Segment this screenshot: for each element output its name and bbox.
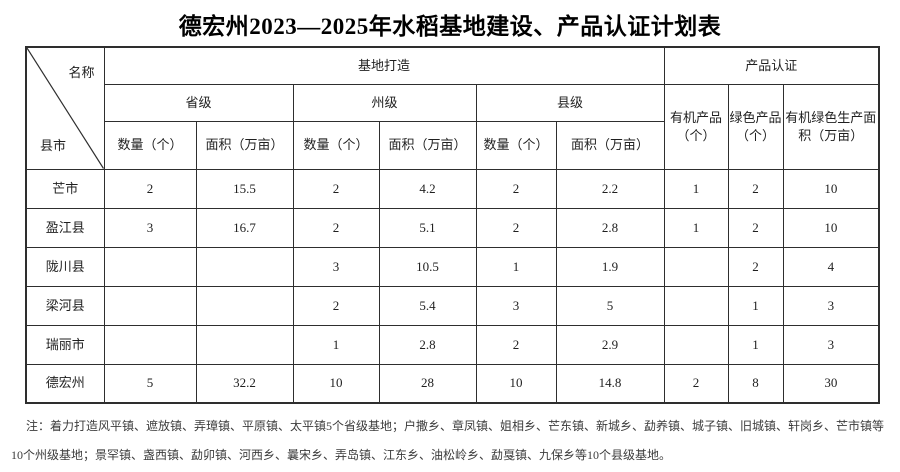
header-province-level: 省级 — [103, 83, 294, 122]
data-cell: 32.2 — [195, 363, 294, 404]
header-area-county: 面积（万亩） — [555, 120, 665, 170]
data-cell: 3 — [292, 246, 380, 287]
header-prefecture-level: 州级 — [292, 83, 477, 122]
data-cell: 1 — [727, 285, 784, 326]
row-name-cell: 芒市 — [25, 168, 105, 209]
header-organic-product: 有机产品（个） — [663, 83, 729, 170]
header-product-cert: 产品认证 — [663, 46, 880, 85]
data-cell — [195, 246, 294, 287]
data-cell: 5 — [103, 363, 197, 404]
data-cell: 4 — [782, 246, 880, 287]
data-cell: 1 — [475, 246, 557, 287]
data-cell — [195, 285, 294, 326]
data-cell: 5.1 — [378, 207, 477, 248]
data-cell: 2 — [292, 168, 380, 209]
data-cell: 5 — [555, 285, 665, 326]
diagonal-line — [27, 48, 103, 168]
data-cell — [103, 285, 197, 326]
data-cell — [663, 246, 729, 287]
data-cell: 10 — [475, 363, 557, 404]
data-cell: 16.7 — [195, 207, 294, 248]
data-cell: 2 — [727, 207, 784, 248]
data-cell: 1 — [663, 207, 729, 248]
data-cell: 2.8 — [378, 324, 477, 365]
header-area-prefecture: 面积（万亩） — [378, 120, 477, 170]
data-cell: 1.9 — [555, 246, 665, 287]
data-cell: 2 — [663, 363, 729, 404]
header-organic-green-area: 有机绿色生产面积（万亩） — [782, 83, 880, 170]
header-area-province: 面积（万亩） — [195, 120, 294, 170]
header-count-prefecture: 数量（个） — [292, 120, 380, 170]
data-cell: 2 — [475, 324, 557, 365]
data-cell: 10 — [292, 363, 380, 404]
header-count-county: 数量（个） — [475, 120, 557, 170]
table-row-dehong-total: 德宏州 5 32.2 10 28 10 14.8 2 8 30 — [25, 363, 880, 404]
data-cell: 14.8 — [555, 363, 665, 404]
header-base-building: 基地打造 — [103, 46, 665, 85]
table-row-mangshi: 芒市 2 15.5 2 4.2 2 2.2 1 2 10 — [25, 168, 880, 209]
data-cell: 2 — [475, 207, 557, 248]
header-county-level: 县级 — [475, 83, 665, 122]
data-cell: 1 — [663, 168, 729, 209]
table-row-ruili: 瑞丽市 1 2.8 2 2.9 1 3 — [25, 324, 880, 365]
row-name-cell: 梁河县 — [25, 285, 105, 326]
row-name-cell: 德宏州 — [25, 363, 105, 404]
data-cell: 10 — [782, 168, 880, 209]
data-cell — [195, 324, 294, 365]
header-green-product: 绿色产品（个） — [727, 83, 784, 170]
table-row-yingjiang: 盈江县 3 16.7 2 5.1 2 2.8 1 2 10 — [25, 207, 880, 248]
data-cell: 10.5 — [378, 246, 477, 287]
page-title: 德宏州2023—2025年水稻基地建设、产品认证计划表 — [178, 14, 722, 39]
data-cell: 3 — [103, 207, 197, 248]
data-cell: 3 — [475, 285, 557, 326]
data-cell: 2 — [292, 207, 380, 248]
data-cell — [663, 285, 729, 326]
data-cell: 1 — [292, 324, 380, 365]
data-cell: 4.2 — [378, 168, 477, 209]
data-cell — [103, 246, 197, 287]
corner-label-name: 名称 — [68, 65, 95, 80]
data-cell: 2 — [103, 168, 197, 209]
data-cell: 3 — [782, 324, 880, 365]
header-count-province: 数量（个） — [103, 120, 197, 170]
data-cell: 28 — [378, 363, 477, 404]
data-cell: 2 — [727, 246, 784, 287]
data-cell: 1 — [727, 324, 784, 365]
footnote-line-2: 10个州级基地；景罕镇、盏西镇、勐卯镇、河西乡、曩宋乡、弄岛镇、江东乡、油松岭乡… — [11, 448, 672, 462]
data-cell: 2.8 — [555, 207, 665, 248]
corner-cell: 名称 县市 — [25, 46, 105, 170]
footnote-line-1: 注：着力打造风平镇、遮放镇、弄璋镇、平原镇、太平镇5个省级基地；户撒乡、章凤镇、… — [26, 419, 885, 433]
data-cell: 2 — [292, 285, 380, 326]
row-name-cell: 盈江县 — [25, 207, 105, 248]
table-row-longchuan: 陇川县 3 10.5 1 1.9 2 4 — [25, 246, 880, 287]
data-cell: 15.5 — [195, 168, 294, 209]
data-cell: 2.2 — [555, 168, 665, 209]
data-cell: 2 — [475, 168, 557, 209]
data-cell: 5.4 — [378, 285, 477, 326]
data-cell: 10 — [782, 207, 880, 248]
data-cell — [103, 324, 197, 365]
header-row-1: 名称 县市 基地打造 产品认证 — [25, 46, 880, 170]
header-row-3: 数量（个） 面积（万亩） 数量（个） 面积（万亩） 数量（个） 面积（万亩） — [26, 120, 879, 170]
corner-label-county: 县市 — [40, 137, 67, 153]
row-name-cell: 瑞丽市 — [25, 324, 105, 365]
table-row-lianghe: 梁河县 2 5.4 3 5 1 3 — [25, 285, 880, 326]
data-cell: 3 — [782, 285, 880, 326]
data-cell: 30 — [782, 363, 880, 404]
footnote: 注：着力打造风平镇、遮放镇、弄璋镇、平原镇、太平镇5个省级基地；户撒乡、章凤镇、… — [11, 412, 891, 470]
header-row-2: 省级 州级 县级 有机产品（个） 绿色产品（个） 有机绿色生产面积（万亩） — [26, 83, 880, 170]
plan-table: 名称 县市 基地打造 产品认证 省级 州级 县级 有机产品（个） 绿色产品（个）… — [25, 46, 881, 404]
data-cell: 8 — [727, 363, 784, 404]
row-name-cell: 陇川县 — [25, 246, 105, 287]
data-cell — [663, 324, 729, 365]
data-cell: 2 — [727, 168, 784, 209]
data-cell: 2.9 — [555, 324, 665, 365]
